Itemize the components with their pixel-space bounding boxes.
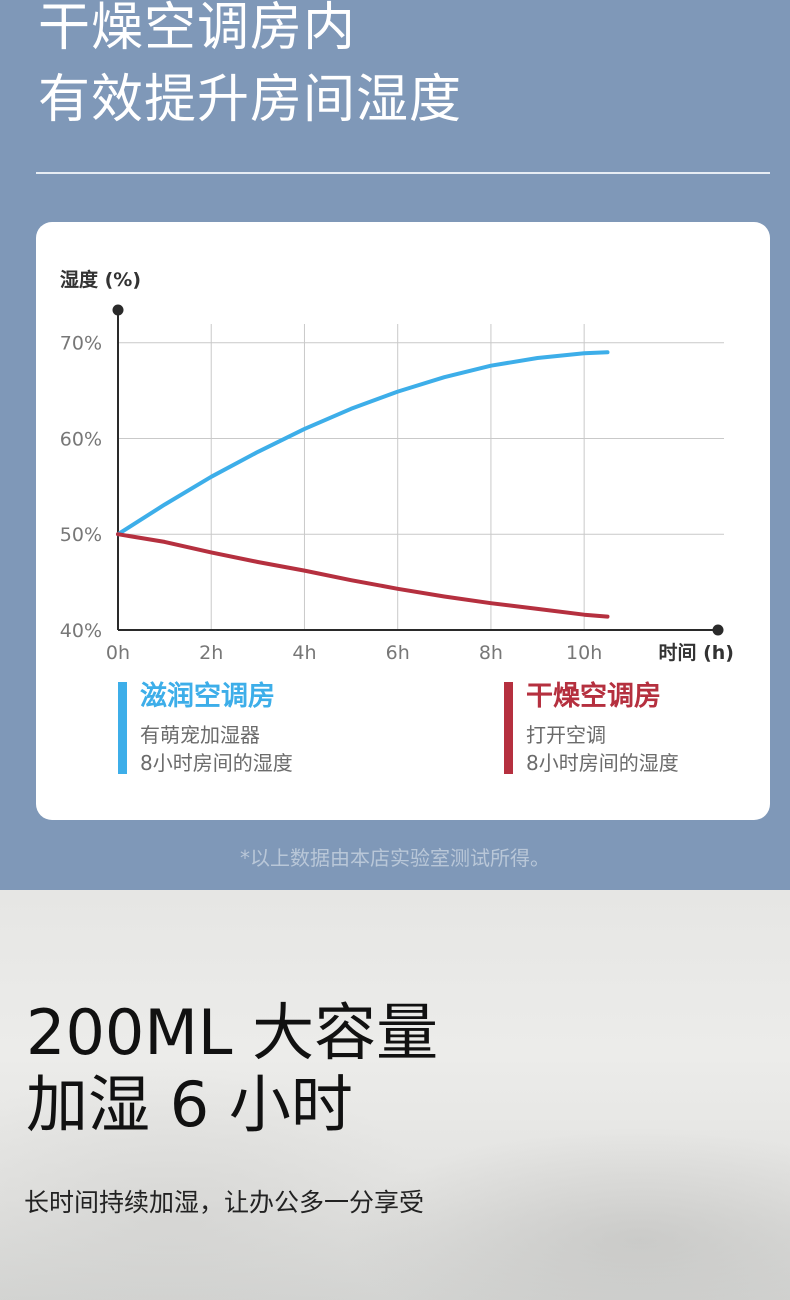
series-line-dry — [116, 532, 610, 619]
chart-grid — [118, 324, 724, 630]
x-tick-label: 8h — [479, 642, 503, 662]
series-line-moist — [116, 350, 610, 537]
headline-line-1: 干燥空调房内 — [38, 0, 357, 58]
chart-axes — [112, 304, 724, 636]
legend-dry-line2: 8小时房间的湿度 — [526, 751, 679, 775]
x-axis-title: 时间 (h) — [658, 642, 734, 662]
legend-moist-line1: 有萌宠加湿器 — [140, 723, 260, 747]
y-tick-label: 60% — [60, 428, 102, 450]
chart-labels: 40% 50% 60% 70% 0h 2h 4h 6h 8h 10h 湿度 (%) 时间 (h) — [60, 268, 734, 662]
y-tick-label: 70% — [60, 333, 102, 355]
chart-card: 40% 50% 60% 70% 0h 2h 4h 6h 8h 10h 湿度 (%) 时间 (h) 滋润… — [36, 222, 770, 820]
y-axis-title: 湿度 (%) — [60, 268, 141, 291]
y-tick-label: 40% — [60, 620, 102, 642]
x-tick-label: 4h — [292, 642, 316, 662]
x-axis-end-dot — [712, 624, 724, 636]
headline-line-2: 有效提升房间湿度 — [38, 70, 463, 130]
feature-headline-1: 200ML 大容量 — [26, 996, 439, 1069]
top-section: 干燥空调房内 有效提升房间湿度 40% 50% 60% 70% 0h 2h 4h 6h 8h 10… — [0, 0, 790, 890]
legend-moist-swatch — [118, 682, 127, 774]
y-axis-end-dot — [112, 304, 124, 316]
y-tick-label: 50% — [60, 524, 102, 546]
legend-dry-name: 干燥空调房 — [526, 681, 661, 712]
humidity-chart: 40% 50% 60% 70% 0h 2h 4h 6h 8h 10h 湿度 (%) 时间 (h) — [60, 268, 734, 662]
legend-dry-swatch — [504, 682, 513, 774]
legend-moist-name: 滋润空调房 — [140, 681, 275, 712]
legend-moist-line2: 8小时房间的湿度 — [140, 751, 293, 775]
chart-series — [116, 350, 610, 619]
x-tick-label: 6h — [386, 642, 410, 662]
legend-dry-line1: 打开空调 — [526, 723, 606, 747]
feature-subtitle: 长时间持续加湿，让办公多一分享受 — [24, 1188, 425, 1217]
header-divider — [36, 172, 770, 174]
feature-headline-2: 加湿 6 小时 — [26, 1068, 353, 1141]
x-tick-label: 10h — [566, 642, 602, 662]
footnote: *以上数据由本店实验室测试所得。 — [240, 846, 550, 870]
x-tick-label: 0h — [106, 642, 130, 662]
x-tick-label: 2h — [199, 642, 223, 662]
feature-background — [0, 890, 790, 1300]
